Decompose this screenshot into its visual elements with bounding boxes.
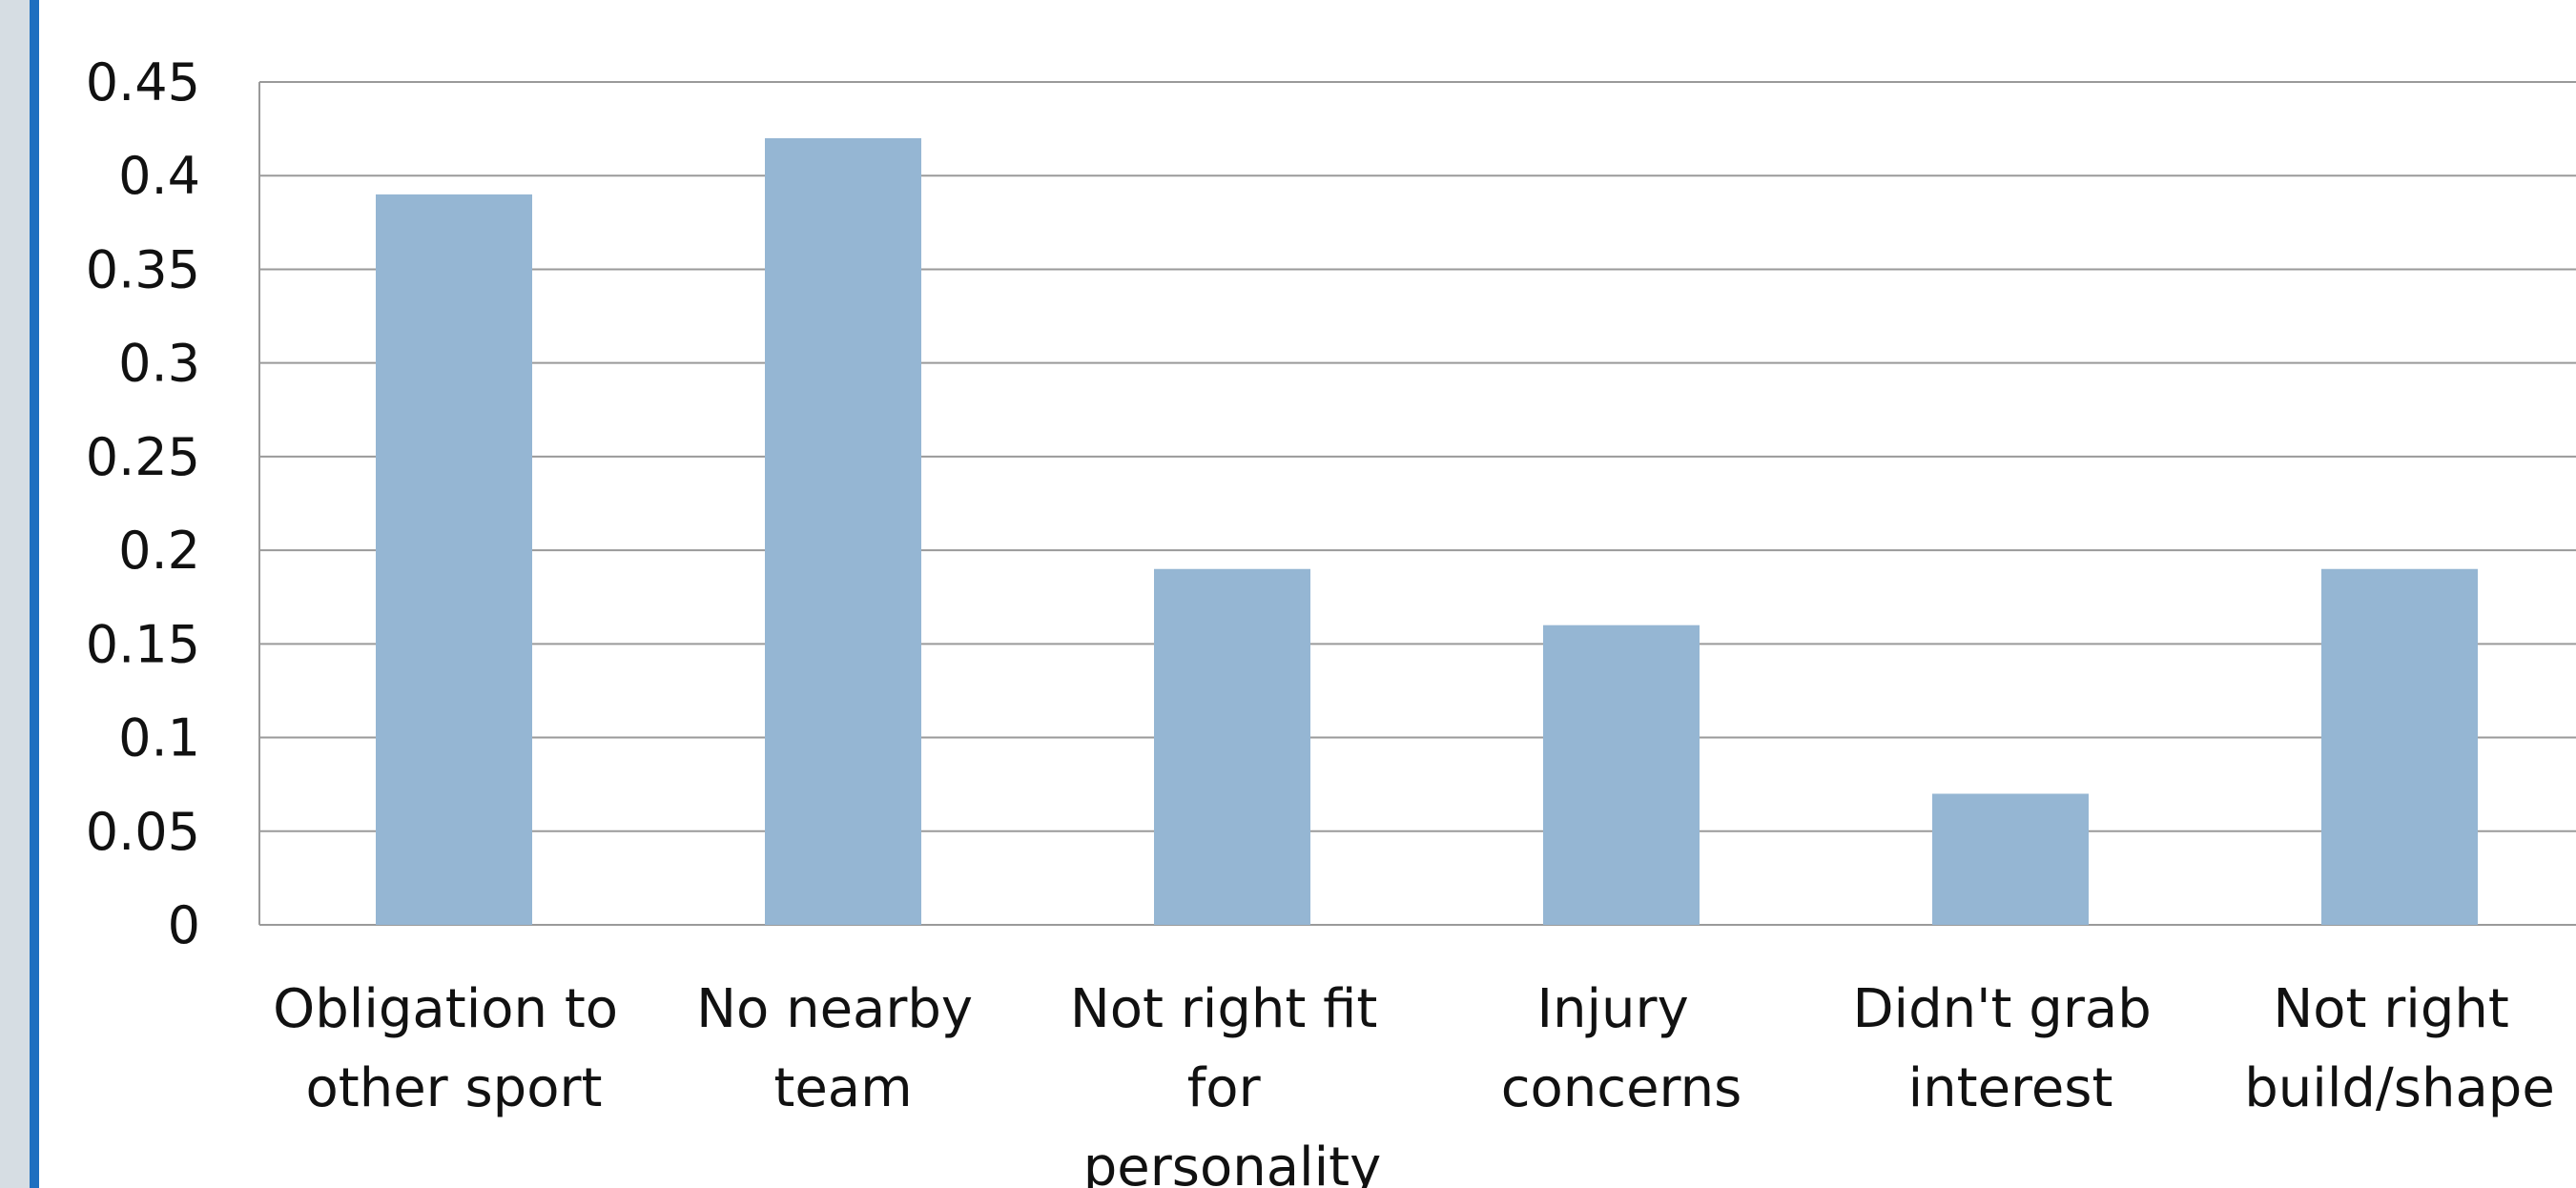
x-tick-label: Injury concerns — [1501, 978, 1742, 1119]
bar — [1932, 793, 2089, 925]
label-line: Not right fit — [1070, 978, 1394, 1040]
label-line: Injury — [1536, 978, 1705, 1040]
side-accent — [30, 0, 39, 1188]
x-tick-label: No nearby team — [696, 978, 990, 1119]
label-line: personality — [1083, 1137, 1381, 1188]
y-tick-label: 0.45 — [86, 52, 200, 113]
y-tick-label: 0.15 — [86, 614, 200, 674]
label-line: Not right — [2273, 978, 2525, 1040]
label-line: No nearby — [696, 978, 990, 1040]
bar — [2321, 568, 2478, 925]
x-tick-label: Not right build/shape — [2244, 978, 2555, 1119]
bar — [765, 137, 921, 925]
side-strip — [0, 0, 30, 1188]
x-tick-label: Didn't grab interest — [1852, 978, 2168, 1119]
label-line: Didn't grab — [1852, 978, 2168, 1040]
y-tick-label: 0.05 — [86, 802, 200, 862]
y-tick-label: 0 — [168, 895, 200, 955]
label-line: team — [773, 1057, 912, 1119]
label-line: Obligation to — [273, 978, 635, 1040]
label-line: build/shape — [2244, 1057, 2555, 1119]
bar — [1154, 568, 1310, 925]
y-tick-label: 0.35 — [86, 239, 200, 299]
label-line: concerns — [1501, 1057, 1742, 1119]
bar — [376, 194, 532, 925]
y-tick-label: 0.4 — [118, 146, 200, 206]
x-tick-label: Not right fit for personality — [1070, 978, 1394, 1188]
y-tick-label: 0.3 — [118, 334, 200, 394]
label-line: other sport — [306, 1057, 603, 1119]
bar — [1543, 625, 1700, 925]
y-tick-label: 0.1 — [118, 708, 200, 768]
y-tick-label: 0.2 — [118, 521, 200, 581]
y-tick-label: 0.25 — [86, 427, 200, 487]
label-line: for — [1187, 1057, 1278, 1119]
label-line: interest — [1908, 1057, 2113, 1119]
x-tick-label: Obligation to other sport — [273, 978, 635, 1119]
